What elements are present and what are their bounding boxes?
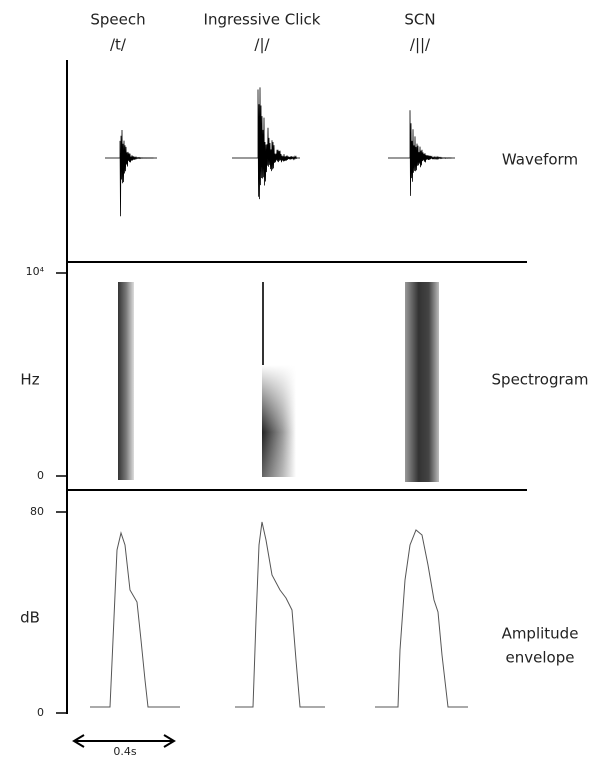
envelope xyxy=(90,531,180,708)
column-symbol: /||/ xyxy=(410,36,431,54)
row-label: Amplitude xyxy=(502,625,579,643)
arrow-head xyxy=(72,734,85,748)
axis-label: dB xyxy=(20,609,40,627)
envelope xyxy=(375,529,468,708)
tick-label: 80 xyxy=(30,505,44,518)
column-symbol: /|/ xyxy=(254,36,270,54)
axis-label: Hz xyxy=(20,371,39,389)
spectrogram-fade xyxy=(262,365,296,477)
waveform xyxy=(257,87,297,200)
spectrogram xyxy=(405,282,439,482)
waveform xyxy=(119,129,154,217)
tick-label: 0 xyxy=(37,706,44,719)
arrow-head xyxy=(163,734,176,748)
column-title: Speech xyxy=(90,11,145,29)
spectrogram xyxy=(118,282,134,480)
waveform xyxy=(409,110,452,196)
row-label: envelope xyxy=(506,649,575,667)
scale-label: 0.4s xyxy=(113,745,136,758)
column-title: SCN xyxy=(404,11,435,29)
row-label: Spectrogram xyxy=(492,371,589,389)
tick-label: 10⁴ xyxy=(26,265,45,278)
column-title: Ingressive Click xyxy=(204,11,321,29)
row-label: Waveform xyxy=(502,151,578,169)
envelope xyxy=(235,521,325,708)
tick-label: 0 xyxy=(37,469,44,482)
column-symbol: /t/ xyxy=(110,36,127,54)
